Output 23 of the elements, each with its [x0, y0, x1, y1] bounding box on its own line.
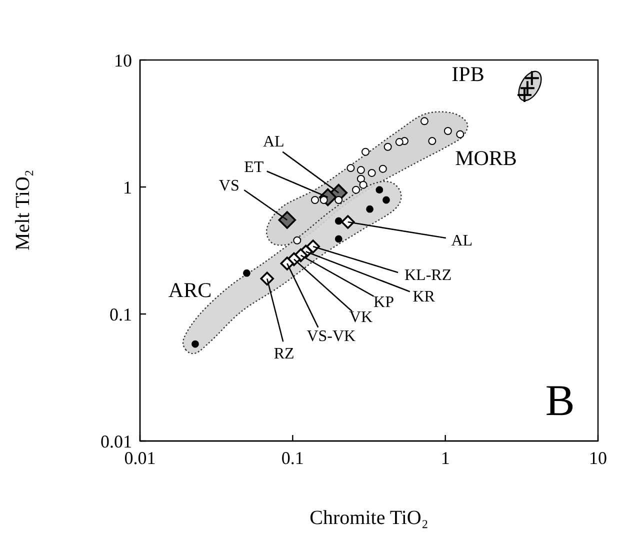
x-axis-title: Chromite TiO₂ [310, 507, 428, 529]
annotation: AL [262, 133, 284, 150]
x-tick-label: 10 [589, 448, 607, 468]
y-axis-title: Melt TiO₂ [12, 170, 34, 250]
y-tick-label: 0.01 [100, 431, 132, 452]
x-tick-label: 1 [440, 448, 450, 468]
annotation: ARC [168, 278, 212, 302]
annotation: ET [244, 158, 264, 176]
annotation: MORB [455, 146, 517, 170]
y-tick-label: 0.1 [110, 304, 132, 324]
annotation: B [545, 376, 575, 426]
y-tick-label: 1 [123, 177, 132, 198]
annotation: KL-RZ [404, 267, 452, 284]
annotation: RZ [274, 345, 294, 362]
y-tick-label: 10 [114, 50, 132, 70]
annotation: VS-VK [306, 328, 356, 346]
annotation: VK [349, 308, 373, 326]
annotation: AL [451, 232, 473, 250]
annotation: IPB [452, 62, 484, 86]
annotation: VS [218, 178, 240, 195]
annotation: KR [412, 288, 436, 306]
annotation: KP [374, 294, 394, 311]
x-tick-label: 0.1 [281, 448, 304, 468]
